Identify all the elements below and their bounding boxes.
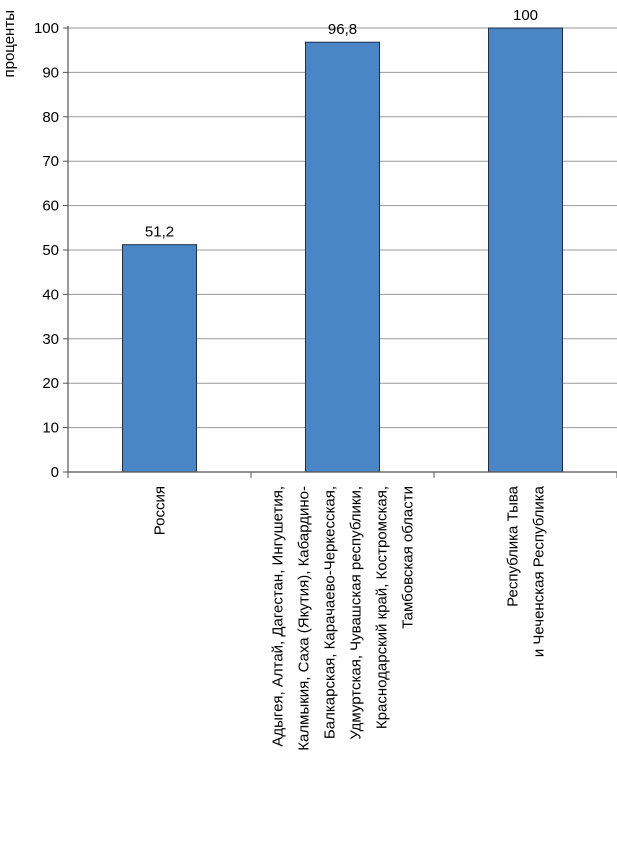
axes (63, 26, 617, 478)
data-label: 96,8 (328, 21, 357, 38)
category-labels: Россия Адыгея, Алтай, Дагестан, Ингушетия… (152, 485, 548, 750)
bar (305, 41, 380, 473)
bar (488, 27, 563, 473)
y-tick-label: 10 (42, 420, 59, 437)
data-label: 100 (513, 7, 538, 24)
category-label-line: Калмыкия, Саха (Якутия), Кабардино- (296, 486, 313, 751)
category-label: Адыгея, Алтай, Дагестан, Ингушетия, Калмы… (270, 486, 417, 751)
category-label-line: Краснодарский край, Костромская, (374, 486, 391, 729)
data-label: 51,2 (145, 224, 174, 241)
category-label: Россия (152, 486, 169, 535)
category-label-line: Республика Тыва (505, 485, 522, 607)
y-tick-label: 40 (42, 286, 59, 303)
bars (122, 27, 563, 473)
category-label-line: Балкарская, Карачаево-Черкесская, (322, 486, 339, 739)
y-tick-label: 80 (42, 109, 59, 126)
category-label-line: Адыгея, Алтай, Дагестан, Ингушетия, (270, 486, 287, 747)
bar (122, 244, 197, 473)
y-axis-title: проценты (1, 10, 18, 78)
category-label-line: и Чеченская Республика (531, 485, 548, 657)
category-label-line: Россия (152, 486, 169, 535)
y-tick-label: 60 (42, 198, 59, 215)
data-labels: 51,2 96,8 100 (145, 7, 538, 241)
y-tick-label: 90 (42, 64, 59, 81)
y-tick-label: 100 (34, 20, 59, 37)
y-tick-label: 0 (51, 464, 59, 481)
category-label: Республика Тыва и Чеченская Республика (505, 485, 548, 657)
y-tick-label: 50 (42, 242, 59, 259)
category-label-line: Тамбовская области (400, 486, 417, 629)
y-tick-label: 70 (42, 153, 59, 170)
y-tick-label: 30 (42, 331, 59, 348)
category-label-line: Удмуртская, Чувашская республики, (348, 486, 365, 740)
y-tick-labels: 0 10 20 30 40 50 60 70 80 90 100 (34, 20, 59, 481)
y-tick-label: 20 (42, 375, 59, 392)
